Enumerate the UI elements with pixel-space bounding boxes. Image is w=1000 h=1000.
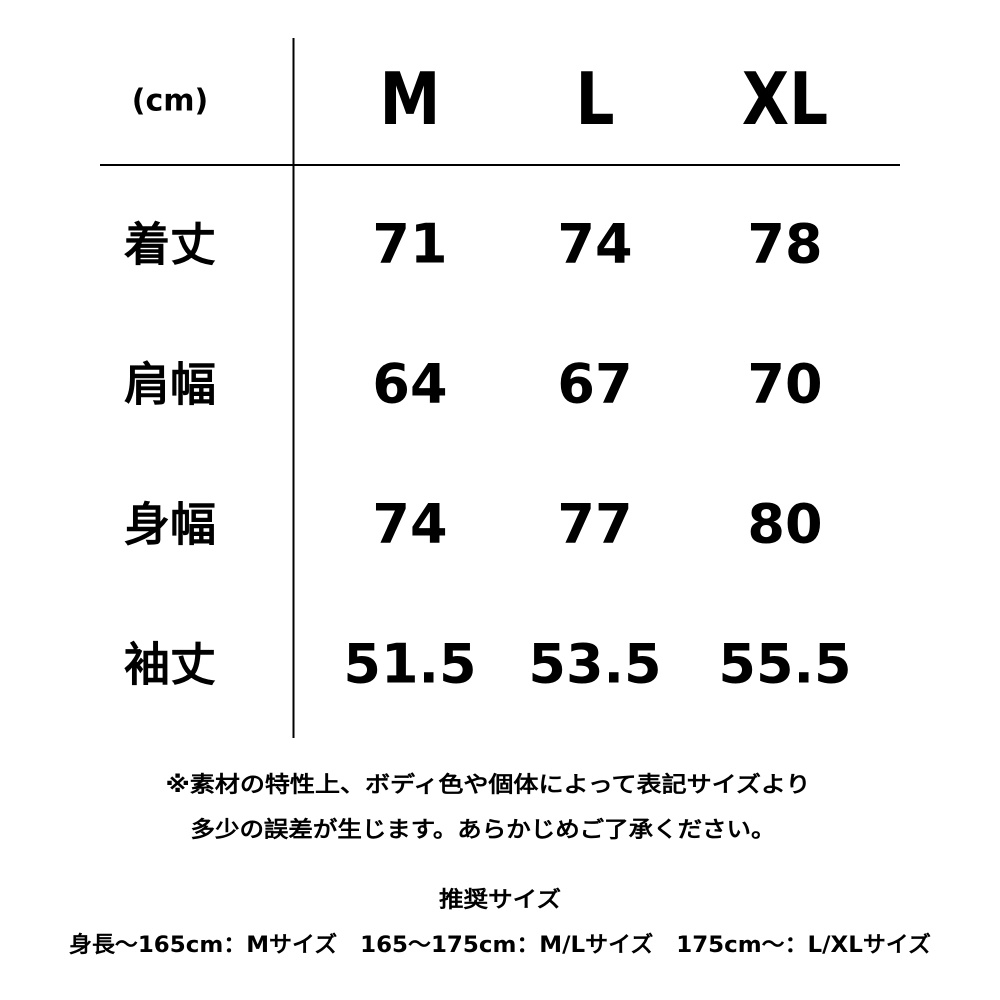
- note-line: 多少の誤差が生じます。あらかじめご了承ください。: [191, 817, 776, 843]
- cell-value: 51.5: [343, 633, 476, 696]
- cell-value: 64: [372, 353, 447, 416]
- size-header: L: [576, 57, 615, 141]
- cell-value: 70: [747, 353, 822, 416]
- cell-value: 71: [372, 213, 447, 276]
- cell-value: 53.5: [528, 633, 661, 696]
- recommendation-text: 身長〜165cm：Mサイズ 165〜175cm：M/Lサイズ 175cm〜：L/…: [69, 932, 931, 958]
- size-header: XL: [742, 57, 828, 141]
- cell-value: 77: [557, 493, 632, 556]
- row-label: 肩幅: [124, 358, 216, 412]
- cell-value: 67: [557, 353, 632, 416]
- recommendation-title: 推奨サイズ: [439, 887, 561, 913]
- cell-value: 74: [372, 493, 447, 556]
- note-line: ※素材の特性上、ボディ色や個体によって表記サイズより: [166, 772, 811, 798]
- row-label: 身幅: [124, 498, 216, 552]
- cell-value: 78: [747, 213, 822, 276]
- table: (cm) M L XL 着丈 71 74 78 肩幅 64 67 70 身幅 74 77 80 袖丈 51.5 53…: [124, 57, 852, 695]
- row-label: 袖丈: [124, 638, 216, 692]
- unit-label: (cm): [132, 84, 208, 119]
- cell-value: 80: [747, 493, 822, 556]
- cell-value: 55.5: [718, 633, 851, 696]
- cell-value: 74: [557, 213, 632, 276]
- row-label: 着丈: [124, 218, 216, 272]
- size-header: M: [380, 57, 441, 141]
